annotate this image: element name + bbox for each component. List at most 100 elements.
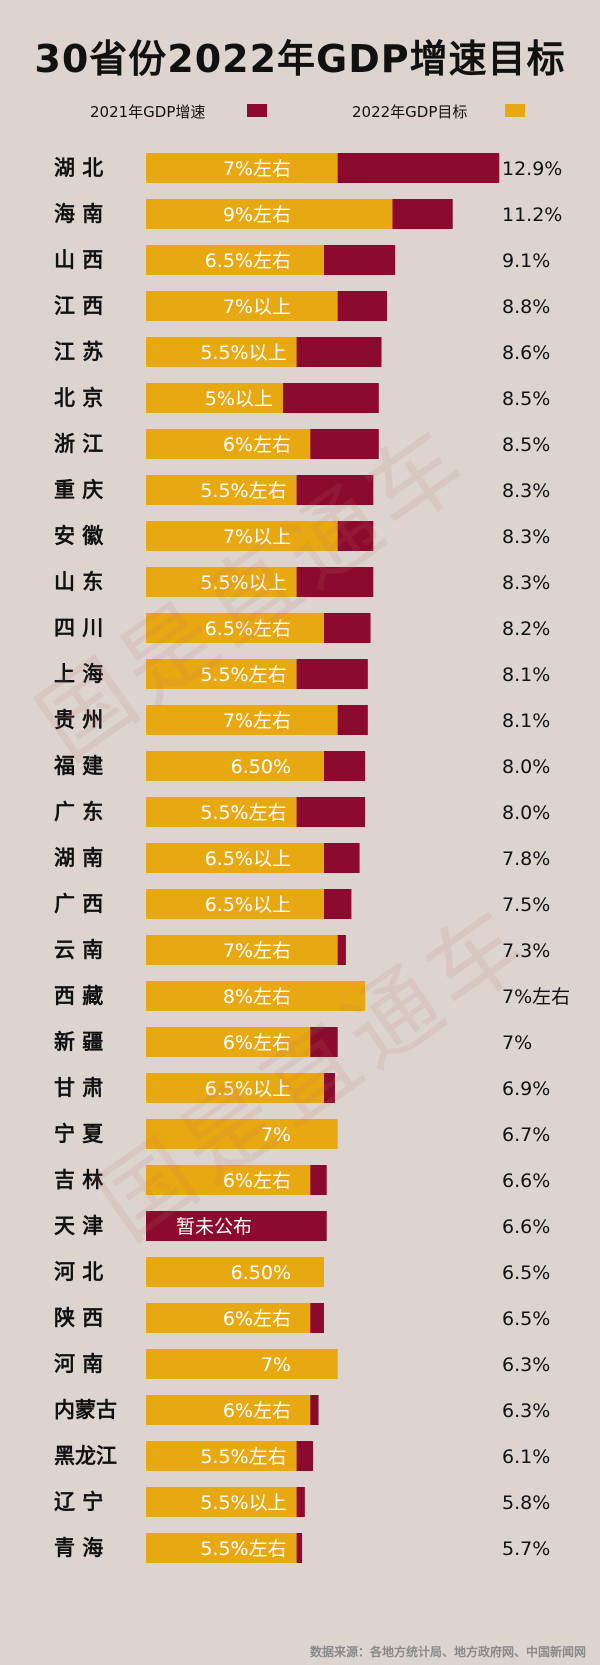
province-label: 西 藏 — [54, 984, 103, 1008]
province-label: 湖 南 — [54, 846, 103, 870]
target-2022-label: 6%左右 — [223, 1170, 291, 1192]
target-2022-label: 7%左右 — [223, 940, 291, 962]
target-2022-bar — [146, 1441, 297, 1471]
growth-2021-label: 6.5% — [502, 1308, 550, 1330]
growth-2021-label: 8.3% — [502, 572, 550, 594]
province-label: 贵 州 — [54, 708, 103, 732]
target-2022-bar — [146, 843, 324, 873]
province-label: 北 京 — [54, 386, 103, 410]
growth-2021-label: 7% — [502, 1032, 532, 1054]
target-2022-bar — [146, 383, 283, 413]
growth-2021-label: 7.5% — [502, 894, 550, 916]
growth-2021-label: 7%左右 — [502, 986, 570, 1008]
target-2022-label: 6%左右 — [223, 1308, 291, 1330]
target-2022-bar — [146, 1303, 311, 1333]
province-label: 福 建 — [53, 754, 103, 778]
growth-2021-label: 5.7% — [502, 1538, 550, 1560]
growth-2021-label: 6.6% — [502, 1216, 550, 1238]
province-label: 青 海 — [54, 1536, 103, 1560]
legend-label-target-2022: 2022年GDP目标 — [352, 103, 468, 121]
target-2022-label: 5.5%左右 — [200, 480, 286, 502]
growth-2021-label: 8.5% — [502, 388, 550, 410]
target-2022-label: 6.50% — [231, 756, 291, 778]
target-2022-label: 7%以上 — [223, 526, 291, 548]
target-2022-label: 9%左右 — [223, 204, 291, 226]
target-2022-label: 7% — [261, 1354, 291, 1376]
province-label: 新 疆 — [54, 1030, 103, 1054]
province-label: 辽 宁 — [54, 1490, 103, 1514]
target-2022-bar — [146, 521, 338, 551]
target-2022-label: 5.5%左右 — [200, 802, 286, 824]
growth-2021-label: 8.5% — [502, 434, 550, 456]
target-2022-label: 5.5%左右 — [200, 1446, 286, 1468]
growth-2021-bar — [146, 1211, 327, 1241]
target-2022-bar — [146, 613, 324, 643]
target-2022-bar — [146, 1533, 297, 1563]
target-2022-label: 5.5%左右 — [200, 1538, 286, 1560]
target-2022-bar — [146, 429, 311, 459]
growth-2021-label: 6.6% — [502, 1170, 550, 1192]
growth-2021-label: 8.3% — [502, 480, 550, 502]
target-2022-bar — [146, 797, 297, 827]
target-2022-label: 6.5%左右 — [205, 250, 291, 272]
province-label: 江 西 — [54, 294, 103, 318]
province-label: 黑龙江 — [54, 1444, 117, 1468]
target-2022-bar — [146, 245, 324, 275]
growth-2021-label: 6.3% — [502, 1354, 550, 1376]
target-2022-label: 8%左右 — [223, 986, 291, 1008]
target-2022-bar — [146, 889, 324, 919]
province-label: 河 南 — [54, 1352, 103, 1376]
growth-2021-label: 8.1% — [502, 710, 550, 732]
target-2022-bar — [146, 337, 297, 367]
target-2022-label: 7%左右 — [223, 710, 291, 732]
province-label: 陕 西 — [54, 1306, 103, 1330]
target-2022-label: 5.5%以上 — [200, 572, 286, 594]
target-2022-label: 5%以上 — [205, 388, 273, 410]
growth-2021-label: 9.1% — [502, 250, 550, 272]
province-label: 河 北 — [54, 1260, 103, 1284]
target-2022-bar — [146, 1027, 311, 1057]
legend-label-growth-2021: 2021年GDP增速 — [90, 103, 206, 121]
target-2022-label: 6%左右 — [223, 1032, 291, 1054]
target-2022-label: 7% — [261, 1124, 291, 1146]
chart-title: 30省份2022年GDP增速目标 — [34, 37, 566, 81]
growth-2021-label: 7.8% — [502, 848, 550, 870]
growth-2021-label: 8.0% — [502, 802, 550, 824]
target-2022-bar — [146, 1073, 324, 1103]
growth-2021-label: 6.9% — [502, 1078, 550, 1100]
growth-2021-label: 6.5% — [502, 1262, 550, 1284]
growth-2021-label: 8.1% — [502, 664, 550, 686]
growth-2021-label: 8.8% — [502, 296, 550, 318]
target-2022-label: 6%左右 — [223, 1400, 291, 1422]
province-label: 四 川 — [54, 616, 103, 640]
province-label: 浙 江 — [54, 432, 103, 456]
target-2022-bar — [146, 153, 338, 183]
target-2022-bar — [146, 475, 297, 505]
target-2022-bar — [146, 981, 366, 1011]
province-label: 上 海 — [54, 662, 103, 686]
target-2022-bar — [146, 751, 324, 781]
growth-2021-label: 6.1% — [502, 1446, 550, 1468]
province-label: 海 南 — [54, 202, 103, 226]
target-2022-bar — [146, 1165, 311, 1195]
target-2022-bar — [146, 935, 338, 965]
target-2022-label: 5.5%左右 — [200, 664, 286, 686]
province-label: 江 苏 — [54, 340, 103, 364]
target-2022-label: 暂未公布 — [176, 1216, 252, 1238]
growth-2021-label: 11.2% — [502, 204, 562, 226]
province-label: 湖 北 — [54, 156, 103, 180]
province-label: 甘 肃 — [54, 1076, 103, 1100]
target-2022-label: 7%以上 — [223, 296, 291, 318]
growth-2021-label: 8.2% — [502, 618, 550, 640]
target-2022-label: 6%左右 — [223, 434, 291, 456]
target-2022-label: 6.5%以上 — [205, 1078, 291, 1100]
province-label: 重 庆 — [54, 478, 103, 502]
growth-2021-label: 6.7% — [502, 1124, 550, 1146]
target-2022-bar — [146, 1349, 338, 1379]
target-2022-bar — [146, 291, 338, 321]
province-label: 云 南 — [54, 938, 103, 962]
legend-swatch-growth-2021 — [247, 104, 267, 117]
source-note: 数据来源：各地方统计局、地方政府网、中国新闻网 — [309, 1645, 586, 1659]
target-2022-bar — [146, 1257, 324, 1287]
growth-2021-label: 8.0% — [502, 756, 550, 778]
